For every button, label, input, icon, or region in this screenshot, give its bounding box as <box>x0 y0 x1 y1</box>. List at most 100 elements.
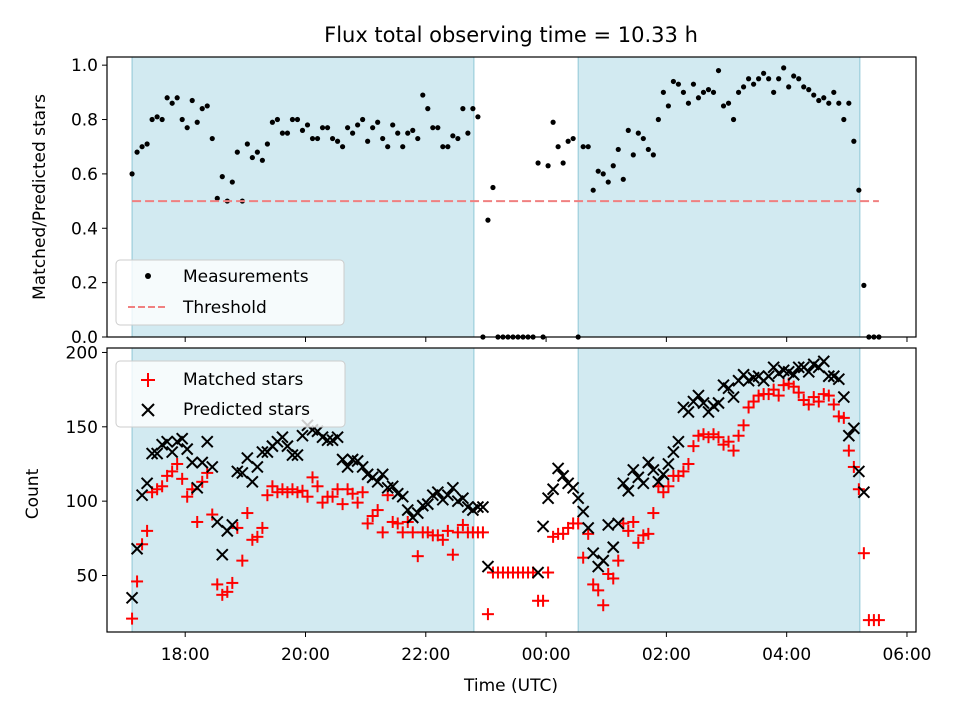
matched-star-point <box>481 608 494 621</box>
measurement-point <box>535 160 541 166</box>
measurement-point <box>435 125 441 131</box>
predicted-star-point <box>541 491 555 505</box>
matched-star-point <box>537 594 550 607</box>
predicted-star-point <box>186 456 199 469</box>
predicted-star-point <box>226 518 239 532</box>
matched-star-point <box>411 550 424 563</box>
measurement-point <box>385 144 391 150</box>
measurement-point <box>134 149 140 155</box>
predicted-star-point <box>456 491 470 505</box>
predicted-star-point <box>657 468 670 481</box>
measurement-point <box>149 116 155 123</box>
matched-star-point <box>441 524 454 537</box>
measurement-point <box>274 116 281 123</box>
predicted-star-point <box>256 445 269 459</box>
x-tick-label: 02:00 <box>642 645 691 665</box>
matched-star-point <box>281 486 294 499</box>
y-tick-label: 0.6 <box>71 165 98 185</box>
measurement-point <box>655 116 661 123</box>
matched-star-point <box>476 526 489 539</box>
matched-star-point <box>436 533 449 546</box>
predicted-star-point <box>622 484 635 497</box>
matched-star-point <box>637 529 650 542</box>
predicted-star-point <box>712 396 725 410</box>
measurement-point <box>725 100 732 106</box>
measurement-point <box>455 135 461 142</box>
measurement-point <box>259 157 265 163</box>
measurement-point <box>816 97 822 104</box>
matched-star-point <box>216 588 229 601</box>
predicted-star-point <box>682 405 695 419</box>
measurement-point <box>139 144 145 150</box>
measurement-point <box>400 144 406 150</box>
predicted-star-point <box>411 506 424 520</box>
predicted-star-point <box>627 463 640 477</box>
matched-star-point <box>557 527 570 540</box>
matched-star-point <box>577 551 590 564</box>
measurement-point <box>450 133 456 139</box>
measurement-point <box>735 89 742 95</box>
measurement-point <box>610 163 616 169</box>
measurement-point <box>430 125 436 131</box>
predicted-star-point <box>722 381 735 395</box>
predicted-star-point <box>612 517 625 530</box>
matched-star-point <box>657 486 670 499</box>
measurement-point <box>565 138 571 144</box>
matched-star-point <box>361 517 374 530</box>
legend-label-measurements: Measurements <box>183 267 309 287</box>
predicted-star-point <box>471 500 485 514</box>
predicted-star-point <box>246 475 259 489</box>
measurement-point <box>705 87 712 93</box>
predicted-star-point <box>692 389 705 402</box>
matched-star-point <box>547 530 560 543</box>
predicted-star-point <box>571 491 585 505</box>
measurement-point <box>600 171 606 177</box>
matched-star-point <box>752 389 765 402</box>
y-tick-label: 50 <box>76 566 98 586</box>
predicted-star-point <box>241 451 254 465</box>
measurement-point <box>324 125 331 131</box>
matched-star-point <box>366 510 379 523</box>
measurement-point <box>360 116 366 123</box>
measurement-point <box>294 116 301 123</box>
matched-star-point <box>456 518 469 531</box>
predicted-star-point <box>125 591 139 605</box>
predicted-star-point <box>727 390 740 404</box>
measurement-point <box>831 89 837 95</box>
predicted-star-point <box>251 460 264 474</box>
measurement-point <box>675 81 682 87</box>
measurement-point <box>771 89 777 95</box>
predicted-star-point <box>211 515 224 529</box>
measurement-point <box>861 282 867 288</box>
measurement-point <box>550 119 556 125</box>
matched-star-point <box>772 389 785 402</box>
matched-star-point <box>376 526 389 539</box>
predicted-star-point <box>576 505 590 518</box>
measurement-point <box>715 67 722 74</box>
measurement-point <box>630 152 636 158</box>
predicted-star-point <box>356 460 369 474</box>
measurement-point <box>229 179 235 185</box>
predicted-star-point <box>762 370 775 383</box>
matched-star-point <box>587 578 600 591</box>
measurement-point <box>730 116 737 123</box>
count-panel-frame <box>106 347 917 633</box>
measurement-point <box>425 106 431 112</box>
matched-star-point <box>597 599 610 612</box>
measurement-point <box>299 127 306 133</box>
x-tick-label: 00:00 <box>522 645 571 665</box>
predicted-star-point <box>160 435 174 448</box>
matched-star-point <box>191 515 204 528</box>
matched-star-point <box>386 515 399 528</box>
count-legend: Matched stars Predicted stars <box>115 360 346 428</box>
matched-star-point <box>687 440 700 453</box>
matched-star-point <box>717 438 730 451</box>
matched-star-point <box>336 498 349 511</box>
measurement-point <box>595 168 601 174</box>
x-tick-label: 22:00 <box>401 645 450 665</box>
predicted-star-point <box>276 431 289 444</box>
matched-star-point <box>722 435 735 448</box>
predicted-star-point <box>787 368 800 381</box>
predicted-star-point <box>817 355 830 368</box>
matched-star-point <box>346 487 359 500</box>
